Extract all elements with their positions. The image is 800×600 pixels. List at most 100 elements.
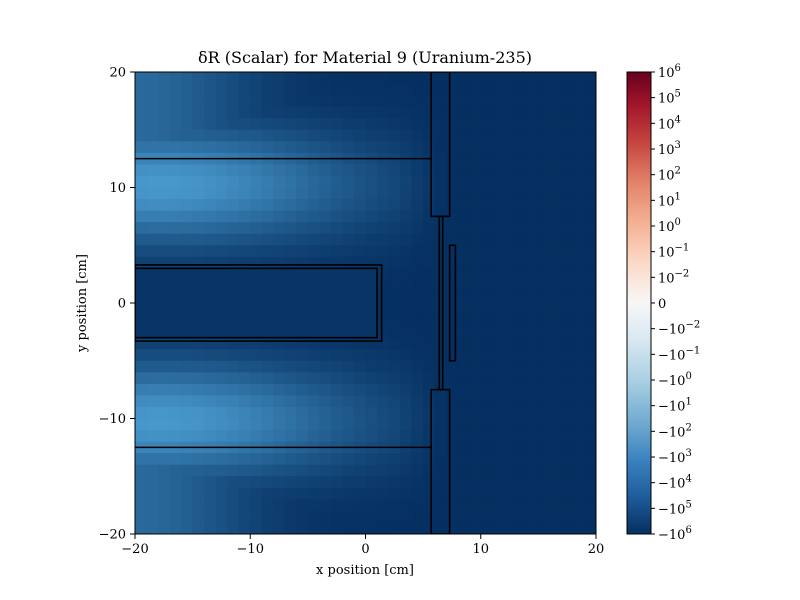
heatmap-cell xyxy=(342,141,355,154)
heatmap-cell xyxy=(135,395,148,408)
heatmap-cell xyxy=(353,72,367,85)
heatmap-cell xyxy=(284,418,297,431)
heatmap-cell xyxy=(330,268,344,281)
heatmap-cell xyxy=(480,118,493,131)
heatmap-cell xyxy=(515,268,528,281)
heatmap-cell xyxy=(192,337,205,350)
heatmap-cell xyxy=(388,522,401,534)
heatmap-cell xyxy=(353,95,367,108)
heatmap-cell xyxy=(192,430,205,443)
heatmap-cell xyxy=(561,129,574,142)
heatmap-cell xyxy=(307,210,321,223)
heatmap-cell xyxy=(538,522,551,534)
heatmap-cell xyxy=(515,83,528,96)
heatmap-cell xyxy=(135,337,148,350)
heatmap-cell xyxy=(561,245,574,258)
heatmap-cell xyxy=(411,83,424,96)
heatmap-cell xyxy=(538,326,551,339)
colorbar-tick-label: 101 xyxy=(658,191,681,209)
heatmap-cell xyxy=(353,499,367,512)
heatmap-cell xyxy=(169,291,182,304)
heatmap-cell xyxy=(365,291,378,304)
heatmap-cell xyxy=(353,245,367,258)
heatmap-cell xyxy=(572,510,586,524)
heatmap-cell xyxy=(135,72,148,85)
heatmap-cell xyxy=(411,141,424,154)
heatmap-cell xyxy=(250,418,263,431)
heatmap-cell xyxy=(273,360,286,373)
heatmap-cell xyxy=(192,106,205,119)
heatmap-cell xyxy=(572,152,586,165)
heatmap-cell xyxy=(434,245,447,258)
heatmap-cell xyxy=(492,314,505,327)
heatmap-cell xyxy=(238,406,251,420)
heatmap-cell xyxy=(215,118,228,131)
heatmap-cell xyxy=(169,406,182,420)
heatmap-cell xyxy=(492,118,505,131)
heatmap-cell xyxy=(423,95,436,108)
heatmap-cell xyxy=(457,268,470,281)
heatmap-cell xyxy=(169,510,182,524)
heatmap-cell xyxy=(549,487,563,500)
heatmap-cell xyxy=(515,326,528,339)
heatmap-cell xyxy=(169,464,182,477)
heatmap-cell xyxy=(227,372,240,385)
heatmap-cell xyxy=(319,118,332,131)
heatmap-cell xyxy=(284,510,297,524)
heatmap-cell xyxy=(388,383,401,396)
heatmap-cell xyxy=(261,418,274,431)
heatmap-cell xyxy=(503,487,516,500)
heatmap-cell xyxy=(342,83,355,96)
heatmap-cell xyxy=(330,464,344,477)
heatmap-cell xyxy=(388,510,401,524)
heatmap-cell xyxy=(307,464,321,477)
heatmap-cell xyxy=(158,279,171,293)
heatmap-cell xyxy=(400,303,413,316)
heatmap-cell xyxy=(204,268,217,281)
heatmap-cell xyxy=(330,164,344,177)
heatmap-cell xyxy=(215,337,228,350)
heatmap-cell xyxy=(238,487,251,500)
heatmap-cell xyxy=(388,291,401,304)
heatmap-cell xyxy=(411,303,424,316)
heatmap-cell xyxy=(307,326,321,339)
heatmap-cell xyxy=(296,314,309,327)
heatmap-cell xyxy=(572,360,586,373)
heatmap-cell xyxy=(181,106,194,119)
heatmap-cell xyxy=(457,326,470,339)
heatmap-cell xyxy=(457,164,470,177)
heatmap-cell xyxy=(457,152,470,165)
heatmap-cell xyxy=(135,187,148,200)
heatmap-cell xyxy=(169,222,182,235)
heatmap-cell xyxy=(572,72,586,85)
heatmap-cell xyxy=(492,464,505,477)
heatmap-cell xyxy=(296,175,309,189)
heatmap-cell xyxy=(584,453,596,466)
heatmap-cell xyxy=(377,279,390,293)
heatmap-cell xyxy=(538,187,551,200)
heatmap-cell xyxy=(538,118,551,131)
heatmap-cell xyxy=(388,164,401,177)
heatmap-cell xyxy=(434,129,447,142)
heatmap-cell xyxy=(192,175,205,189)
heatmap-cell xyxy=(388,372,401,385)
heatmap-cell xyxy=(296,199,309,212)
heatmap-cell xyxy=(400,222,413,235)
heatmap-cell xyxy=(526,337,539,350)
heatmap-cell xyxy=(561,291,574,304)
heatmap-cell xyxy=(423,453,436,466)
heatmap-cell xyxy=(434,453,447,466)
colorbar-tick-label: 100 xyxy=(658,217,681,235)
colorbar xyxy=(626,71,652,535)
heatmap-cell xyxy=(377,222,390,235)
heatmap-cell xyxy=(388,233,401,246)
heatmap-cell xyxy=(526,522,539,534)
heatmap-cell xyxy=(572,245,586,258)
heatmap-cell xyxy=(572,487,586,500)
heatmap-cell xyxy=(503,349,516,362)
heatmap-cell xyxy=(411,383,424,396)
heatmap-cell xyxy=(584,187,596,200)
heatmap-cell xyxy=(480,441,493,454)
heatmap-cell xyxy=(503,279,516,293)
